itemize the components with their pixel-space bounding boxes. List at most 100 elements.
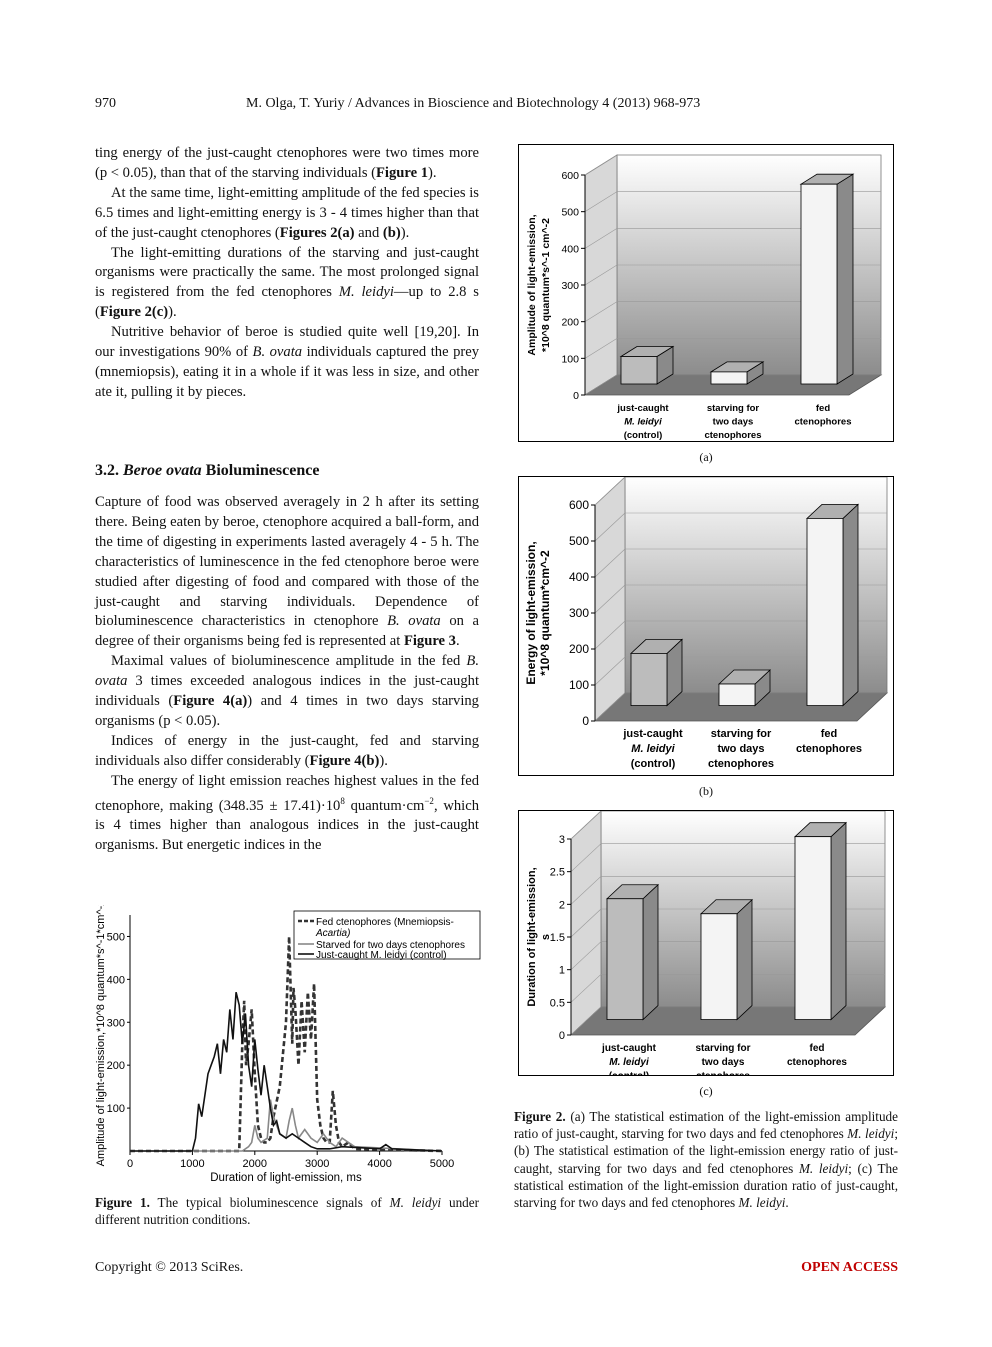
y-axis-label: Duration of light-emission, bbox=[526, 867, 538, 1006]
running-title: M. Olga, T. Yuriy / Advances in Bioscien… bbox=[246, 96, 701, 111]
paragraph: ting energy of the just-caught ctenophor… bbox=[95, 145, 479, 181]
y-tick-label: 400 bbox=[107, 974, 125, 986]
figure-1-caption: Figure 1. The typical bioluminescence si… bbox=[95, 1195, 480, 1228]
series-line bbox=[130, 936, 443, 1153]
y-axis-label: Amplitude of light-emission, bbox=[526, 214, 538, 355]
gridline-side bbox=[570, 811, 602, 840]
figure-link[interactable]: Figure 4(b) bbox=[309, 752, 380, 769]
category-label: fed bbox=[821, 728, 838, 740]
y-tick-label: 1.5 bbox=[550, 932, 565, 944]
category-label: two days bbox=[717, 743, 764, 755]
bar bbox=[606, 898, 644, 1020]
bar-side bbox=[836, 173, 854, 385]
y-tick-label: 600 bbox=[561, 170, 579, 182]
y-tick-label: 2 bbox=[559, 899, 565, 911]
gridline-side bbox=[570, 941, 602, 970]
y-tick-label: 300 bbox=[561, 280, 579, 292]
y-axis-label-units: s bbox=[540, 934, 552, 940]
bar bbox=[700, 913, 738, 1020]
gridline-side bbox=[584, 264, 618, 286]
category-label: (control) bbox=[624, 430, 663, 441]
figure-link[interactable]: Figure 4(a) bbox=[173, 693, 248, 710]
y-tick-label: 2.5 bbox=[550, 867, 565, 879]
gridline-side bbox=[594, 512, 626, 542]
gridline-side bbox=[570, 843, 602, 872]
legend-label: Starved for two days ctenophores bbox=[316, 940, 465, 951]
gridline-side bbox=[584, 301, 618, 322]
category-label: two days bbox=[702, 1057, 745, 1068]
category-label: just-caught bbox=[601, 1043, 657, 1054]
y-axis-label-units: *10^8 quantum*s^-1 cm^-2 bbox=[540, 218, 552, 352]
legend-label: Fed ctenophores (Mnemiopsis- bbox=[316, 917, 454, 928]
paragraph: Maximal values of bioluminescence amplit… bbox=[95, 653, 479, 729]
open-access-badge: OPEN ACCESS bbox=[801, 1260, 898, 1275]
gridline-side bbox=[584, 228, 618, 249]
bar bbox=[620, 356, 658, 385]
y-tick-label: 400 bbox=[561, 243, 579, 255]
paragraph: Capture of food was observed averagely i… bbox=[95, 494, 479, 650]
x-tick-label: 5000 bbox=[430, 1158, 454, 1170]
category-label: fed bbox=[816, 403, 830, 414]
category-label: ctenophores bbox=[787, 1057, 847, 1068]
gridline-side bbox=[584, 191, 618, 212]
figure-link[interactable]: Figures 2(a) bbox=[279, 224, 355, 241]
figure-1-line-chart: 0 1000 2000 3000 4000 5000 100 200 300 400 500 Dura… bbox=[95, 905, 481, 1184]
x-tick-label: 3000 bbox=[305, 1158, 329, 1170]
gridline-side bbox=[594, 692, 626, 722]
y-tick-label: 100 bbox=[107, 1103, 125, 1115]
figure-2a-label: (a) bbox=[699, 450, 713, 464]
category-label: M. leidyi bbox=[609, 1057, 649, 1068]
figure-link[interactable]: (b) bbox=[382, 224, 401, 241]
legend-label-cont: Acartia) bbox=[315, 928, 350, 939]
gridline-side bbox=[570, 876, 602, 905]
y-tick-label: 0 bbox=[573, 390, 579, 402]
x-tick-label: 0 bbox=[127, 1158, 133, 1170]
category-label: starving for bbox=[711, 728, 772, 740]
bar-side bbox=[842, 503, 859, 707]
gridline-side bbox=[594, 584, 626, 614]
gridline-side bbox=[570, 974, 602, 1003]
y-tick-label: 100 bbox=[569, 678, 589, 692]
paragraph: The light-emitting durations of the star… bbox=[95, 244, 479, 321]
bar-side bbox=[830, 821, 847, 1021]
x-tick-label: 2000 bbox=[243, 1158, 267, 1170]
figure-2b-bar-chart: 0 100 200 300 400 500 600 just-caught M. leidyi (… bbox=[524, 477, 889, 770]
paragraph: Nutritive behavior of beroe is studied q… bbox=[95, 324, 479, 400]
gridline-side bbox=[584, 338, 618, 359]
y-tick-label: 1 bbox=[559, 965, 565, 977]
figure-link[interactable]: Figure 3 bbox=[403, 633, 456, 650]
figure-2a-bar-chart: 0 100 200 300 400 500 600 just-caught M. leidyi (… bbox=[526, 154, 883, 441]
category-label: ctenophores bbox=[708, 758, 774, 770]
gridline-side bbox=[570, 908, 602, 938]
bar-side bbox=[642, 883, 659, 1021]
category-label: ctenophores bbox=[794, 417, 851, 428]
y-tick-label: 300 bbox=[569, 606, 589, 620]
category-label: starving for bbox=[707, 403, 760, 414]
y-tick-label: 200 bbox=[107, 1060, 125, 1072]
figure-link[interactable]: Figure 1 bbox=[376, 164, 429, 181]
gridline-side bbox=[584, 374, 618, 396]
category-label: M. leidyi bbox=[624, 417, 662, 428]
y-tick-label: 300 bbox=[107, 1017, 125, 1029]
y-tick-label: 400 bbox=[569, 570, 589, 584]
legend-label: Just-caught M. leidyi (control) bbox=[316, 950, 447, 961]
y-tick-label: 200 bbox=[561, 317, 579, 329]
y-tick-label: 0.5 bbox=[550, 997, 565, 1009]
y-axis-label: Energy of light-emission, bbox=[524, 541, 538, 684]
bar bbox=[794, 836, 832, 1021]
copyright: Copyright © 2013 SciRes. bbox=[95, 1260, 244, 1275]
section-heading: 3.2. Beroe ovata Bioluminescence bbox=[95, 462, 320, 479]
figure-2b-label: (b) bbox=[699, 784, 713, 798]
category-label: M. leidyi bbox=[631, 743, 675, 755]
category-label: two days bbox=[713, 417, 754, 428]
gridline-side bbox=[570, 1006, 602, 1036]
y-tick-label: 0 bbox=[582, 714, 589, 728]
figure-2c-bar-chart: 0 0.5 1 1.5 2 2.5 3 just-caught M. leidyi (contro… bbox=[526, 811, 887, 1075]
page-number: 970 bbox=[95, 96, 116, 111]
y-tick-label: 100 bbox=[561, 353, 579, 365]
legend-box bbox=[293, 910, 481, 960]
left-column-top: ting energy of the just-caught ctenophor… bbox=[95, 144, 479, 403]
bar bbox=[630, 652, 668, 706]
figure-link[interactable]: Figure 2(c) bbox=[99, 304, 169, 321]
category-label: just-caught bbox=[616, 403, 669, 414]
